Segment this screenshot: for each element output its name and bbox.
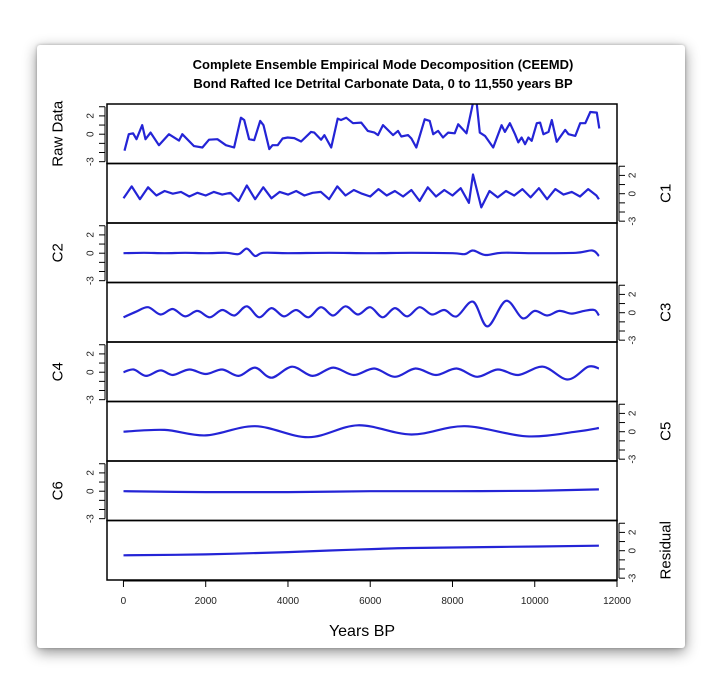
x-tick-label: 0 xyxy=(121,596,127,607)
y-tick-label: 2 xyxy=(86,113,97,119)
series-line xyxy=(122,173,600,209)
chart-subtitle: Bond Rafted Ice Detrital Carbonate Data,… xyxy=(193,76,573,91)
y-tick-label: 2 xyxy=(628,410,639,416)
chart-title: Complete Ensemble Empirical Mode Decompo… xyxy=(193,57,574,72)
y-axis-label: C6 xyxy=(50,481,67,500)
y-tick-label: -3 xyxy=(86,514,97,523)
panel-frame xyxy=(106,400,618,462)
y-tick-label: -3 xyxy=(86,276,97,285)
series-line xyxy=(123,424,600,439)
panel-residual: -3 0 2 Residual xyxy=(106,519,675,583)
y-tick-label: -3 xyxy=(86,395,97,404)
y-axis-label: C4 xyxy=(50,362,67,381)
chart-card xyxy=(37,45,685,648)
y-tick-label: 0 xyxy=(86,131,97,137)
panel-frame xyxy=(106,103,618,165)
x-tick-label: 8000 xyxy=(441,596,464,607)
y-tick-label: 0 xyxy=(628,190,639,196)
y-tick-label: 2 xyxy=(86,351,97,357)
x-tick-label: 4000 xyxy=(277,596,300,607)
y-tick-label: -3 xyxy=(628,454,639,463)
y-axis-label: Residual xyxy=(658,521,675,579)
y-tick-label: 0 xyxy=(86,250,97,256)
series-line xyxy=(123,299,600,328)
y-tick-label: 2 xyxy=(86,232,97,238)
panel-frame xyxy=(106,519,618,581)
x-tick-label: 6000 xyxy=(359,596,382,607)
y-tick-label: 2 xyxy=(628,291,639,297)
y-tick-label: 0 xyxy=(86,369,97,375)
y-tick-label: -3 xyxy=(628,573,639,582)
y-axis-label: C2 xyxy=(50,243,67,262)
panel-c3: -3 0 2 C3 xyxy=(106,281,675,345)
panel-c2: -3 0 2 C2 xyxy=(50,222,618,285)
y-tick-label: 0 xyxy=(86,488,97,494)
panel-c4: -3 0 2 C4 xyxy=(50,341,618,404)
y-axis-label: C1 xyxy=(658,184,675,203)
y-axis-label: Raw Data xyxy=(50,100,67,167)
x-axis-label: Years BP xyxy=(329,623,395,640)
y-tick-label: 0 xyxy=(628,309,639,315)
y-tick-label: -3 xyxy=(628,216,639,225)
x-tick-label: 2000 xyxy=(195,596,218,607)
y-tick-label: 2 xyxy=(628,529,639,535)
x-tick-label: 10000 xyxy=(521,596,549,607)
series-line xyxy=(123,544,599,557)
y-axis-label: C5 xyxy=(658,422,675,441)
series-line xyxy=(123,488,599,494)
y-tick-label: -3 xyxy=(628,335,639,344)
y-tick-label: 0 xyxy=(628,428,639,434)
y-axis-label: C3 xyxy=(658,303,675,322)
y-tick-label: 0 xyxy=(628,547,639,553)
x-tick-label: 12000 xyxy=(603,596,631,607)
panel-c5: -3 0 2 C5 xyxy=(106,400,675,464)
y-tick-label: -3 xyxy=(86,157,97,166)
series-line xyxy=(123,365,600,381)
y-tick-label: 2 xyxy=(86,470,97,476)
panel-raw-data: -3 0 2 Raw Data xyxy=(50,100,618,167)
series-line xyxy=(123,247,600,258)
y-tick-label: 2 xyxy=(628,172,639,178)
series-line xyxy=(123,104,601,151)
panel-c1: -3 0 2 C1 xyxy=(106,162,675,226)
panel-c6: -3 0 2 C6 xyxy=(50,460,618,523)
